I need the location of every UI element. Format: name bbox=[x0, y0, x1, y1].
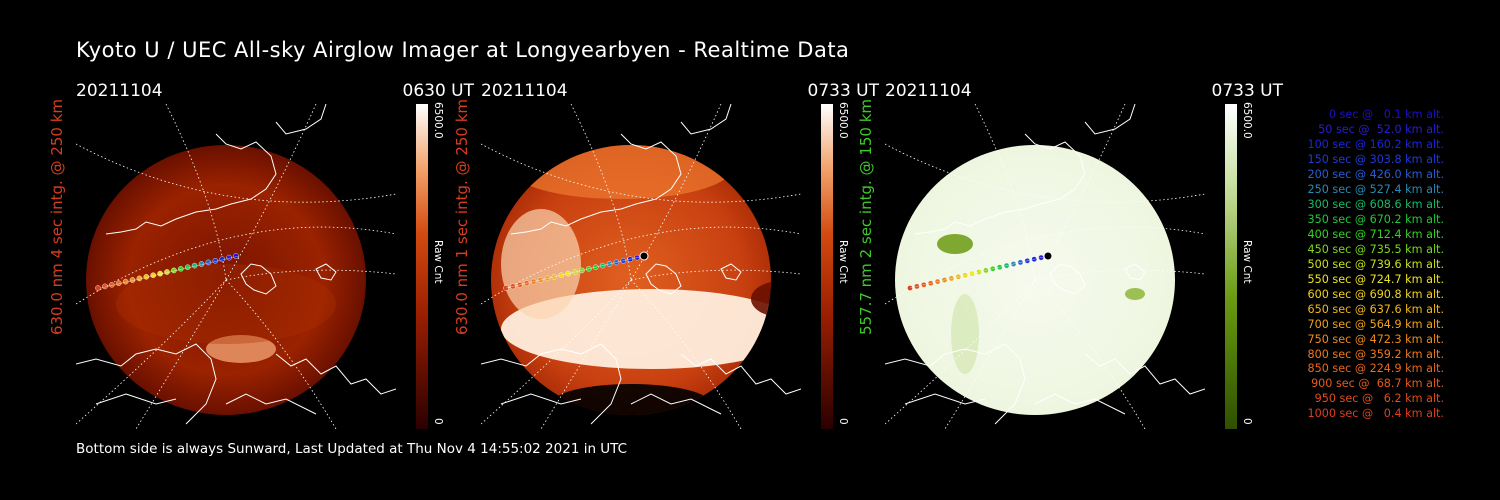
station-marker bbox=[639, 251, 649, 261]
trajectory-legend: 0 sec @ 0.1 km alt. 50 sec @ 52.0 km alt.… bbox=[1262, 108, 1445, 422]
legend-item: 0 sec @ 0.1 km alt. bbox=[1328, 108, 1444, 121]
station-marker bbox=[1043, 251, 1053, 261]
panel-side-label: 630.0 nm 4 sec intg. @ 250 km bbox=[48, 98, 66, 336]
panel-time: 0630 UT bbox=[402, 81, 475, 101]
panel-2: 20211104 0733 UT 6500.0 Raw Cnt 0 630.0 … bbox=[453, 80, 879, 430]
panel-1: 20211104 0630 UT 6500.0 Raw Cnt 0 630.0 … bbox=[48, 80, 474, 430]
allsky-image bbox=[76, 104, 396, 429]
panel-date: 20211104 bbox=[885, 81, 972, 101]
footer-status: Bottom side is always Sunward, Last Upda… bbox=[76, 441, 628, 457]
legend-item: 200 sec @ 426.0 km alt. bbox=[1307, 167, 1445, 181]
panel-3: 20211104 0733 UT 6500.0 Raw Cnt 0 557.7 … bbox=[857, 80, 1283, 430]
panel-side-label: 630.0 nm 1 sec intg. @ 250 km bbox=[453, 98, 471, 336]
panel-time: 0733 UT bbox=[807, 81, 880, 101]
colorbar-max: 6500.0 bbox=[1241, 102, 1253, 139]
panel-date: 20211104 bbox=[481, 81, 568, 101]
colorbar-max: 6500.0 bbox=[837, 102, 849, 139]
colorbar-label: Raw Cnt bbox=[837, 240, 849, 284]
legend-item: 350 sec @ 670.2 km alt. bbox=[1307, 212, 1445, 226]
legend-item: 50 sec @ 52.0 km alt. bbox=[1318, 122, 1444, 136]
allsky-image bbox=[885, 104, 1205, 429]
legend-item: 100 sec @ 160.2 km alt. bbox=[1307, 137, 1445, 151]
colorbar-label: Raw Cnt bbox=[1241, 240, 1253, 284]
panel-date: 20211104 bbox=[76, 81, 163, 101]
colorbar-label: Raw Cnt bbox=[432, 240, 444, 284]
legend-item: 300 sec @ 608.6 km alt. bbox=[1307, 197, 1445, 211]
allsky-image bbox=[481, 104, 801, 429]
legend-item: 900 sec @ 68.7 km alt. bbox=[1311, 377, 1444, 391]
colorbar bbox=[821, 104, 833, 429]
page-title: Kyoto U / UEC All-sky Airglow Imager at … bbox=[76, 38, 850, 62]
legend-item: 450 sec @ 735.5 km alt. bbox=[1307, 242, 1445, 256]
legend-item: 1000 sec @ 0.4 km alt. bbox=[1307, 407, 1445, 421]
trajectory-point bbox=[95, 285, 101, 291]
legend-item: 250 sec @ 527.4 km alt. bbox=[1307, 182, 1445, 196]
colorbar-min: 0 bbox=[1241, 418, 1253, 425]
colorbar bbox=[416, 104, 428, 429]
legend-item: 400 sec @ 712.4 km alt. bbox=[1307, 227, 1445, 241]
legend-item: 550 sec @ 724.7 km alt. bbox=[1307, 272, 1445, 286]
colorbar bbox=[1225, 104, 1237, 429]
legend-item: 650 sec @ 637.6 km alt. bbox=[1307, 302, 1445, 316]
panel-side-label: 557.7 nm 2 sec intg. @ 150 km bbox=[857, 98, 875, 336]
colorbar-min: 0 bbox=[837, 418, 849, 425]
legend-item: 800 sec @ 359.2 km alt. bbox=[1307, 347, 1445, 361]
legend-item: 950 sec @ 6.2 km alt. bbox=[1314, 392, 1444, 406]
legend-item: 150 sec @ 303.8 km alt. bbox=[1307, 152, 1445, 166]
legend-item: 500 sec @ 739.6 km alt. bbox=[1307, 257, 1445, 271]
legend-item: 600 sec @ 690.8 km alt. bbox=[1307, 287, 1445, 301]
colorbar-min: 0 bbox=[432, 418, 444, 425]
legend-item: 700 sec @ 564.9 km alt. bbox=[1307, 317, 1445, 331]
panel-time: 0733 UT bbox=[1211, 81, 1284, 101]
legend-item: 750 sec @ 472.3 km alt. bbox=[1307, 332, 1445, 346]
legend-item: 850 sec @ 224.9 km alt. bbox=[1307, 362, 1445, 376]
colorbar-max: 6500.0 bbox=[432, 102, 444, 139]
